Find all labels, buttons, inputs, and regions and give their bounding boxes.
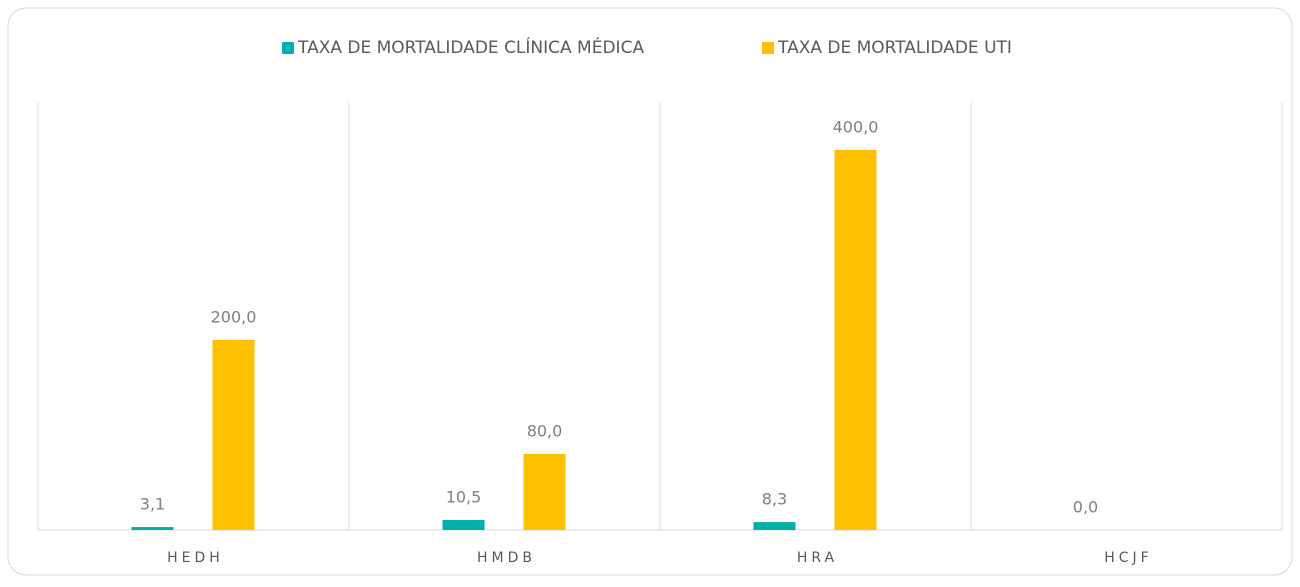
- bar: [753, 522, 796, 530]
- data-label: 0,0: [1073, 498, 1098, 517]
- data-label: 400,0: [833, 118, 879, 137]
- x-tick-label: HCJF: [1104, 550, 1152, 566]
- legend-swatch: [762, 42, 774, 54]
- legend-swatch: [282, 42, 294, 54]
- data-label: 80,0: [527, 422, 563, 441]
- bar: [523, 454, 566, 530]
- legend-label: TAXA DE MORTALIDADE UTI: [777, 38, 1012, 58]
- x-tick-label: HMDB: [477, 550, 536, 566]
- data-label: 200,0: [211, 308, 257, 327]
- data-label: 8,3: [762, 490, 787, 509]
- bar: [212, 340, 255, 530]
- bar: [442, 520, 485, 530]
- chart-frame: [7, 7, 1293, 576]
- bar: [131, 527, 174, 530]
- x-tick-label: HRA: [797, 550, 838, 566]
- x-tick-label: HEDH: [167, 550, 224, 566]
- bar: [834, 150, 877, 530]
- data-label: 3,1: [140, 495, 165, 514]
- data-label: 10,5: [446, 488, 482, 507]
- legend-label: TAXA DE MORTALIDADE CLÍNICA MÉDICA: [297, 36, 644, 58]
